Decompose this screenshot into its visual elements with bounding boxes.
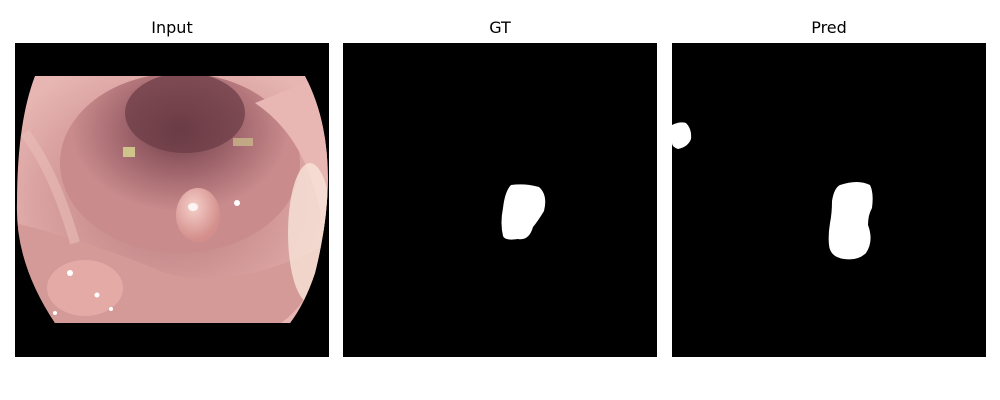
gt-panel-title: GT <box>489 18 511 37</box>
pred-panel-title: Pred <box>811 18 847 37</box>
input-panel-title: Input <box>151 18 193 37</box>
gt-mask-region <box>501 184 546 240</box>
pred-mask <box>672 43 986 357</box>
gt-mask <box>343 43 657 357</box>
pred-mask-false-positive <box>672 122 692 149</box>
gt-mask-panel <box>343 43 657 357</box>
pred-mask-panel <box>672 43 986 357</box>
input-image-panel <box>15 43 329 357</box>
pred-mask-region <box>828 182 873 260</box>
endoscopy-image <box>15 43 329 357</box>
